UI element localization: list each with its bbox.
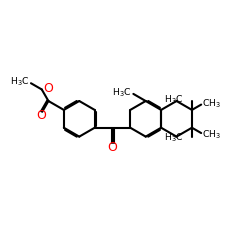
Text: O: O: [108, 141, 118, 154]
Text: H$_3$C: H$_3$C: [164, 132, 183, 144]
Text: O: O: [43, 82, 53, 95]
Text: H$_3$C: H$_3$C: [10, 75, 29, 88]
Text: CH$_3$: CH$_3$: [202, 97, 222, 110]
Text: H$_3$C: H$_3$C: [164, 94, 183, 106]
Text: O: O: [36, 109, 46, 122]
Text: CH$_3$: CH$_3$: [202, 128, 222, 140]
Text: H$_3$C: H$_3$C: [112, 86, 131, 99]
